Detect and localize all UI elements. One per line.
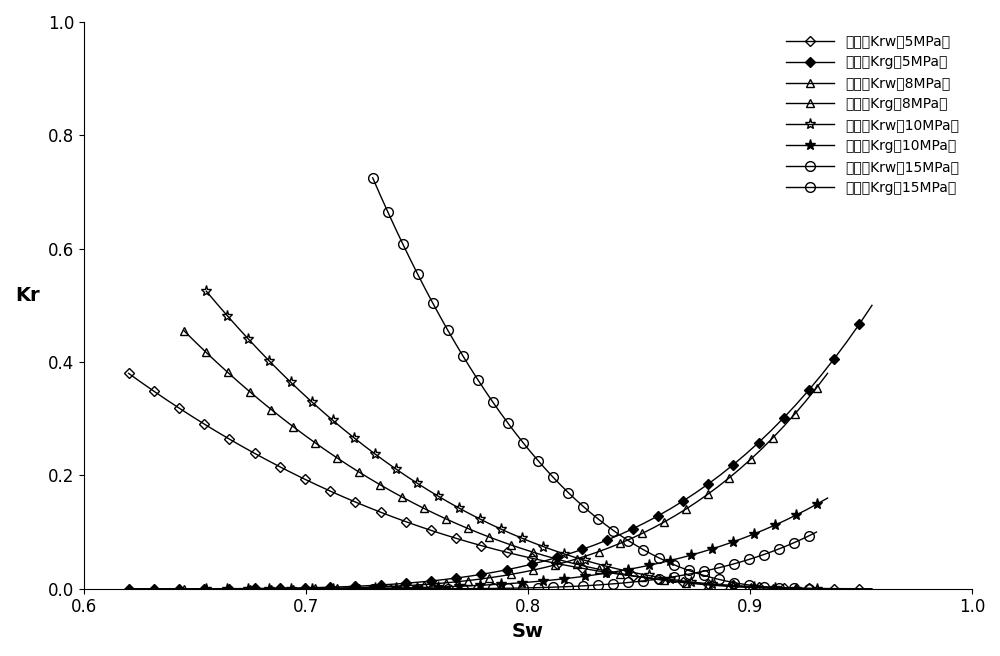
计算値Krg（5MPa）	[337, 583, 349, 590]
计算値Krw（15MPa）	[810, 584, 822, 592]
Line: 计算値Krg（15MPa）: 计算値Krg（15MPa）	[368, 527, 821, 594]
计算値Krw（8MPa）	[822, 584, 834, 592]
计算値Krw（5MPa）	[337, 493, 349, 501]
计算値Krg（8MPa）	[287, 584, 299, 592]
计算値Krg（5MPa）	[362, 582, 374, 590]
计算値Krg（10MPa）	[306, 584, 318, 592]
Line: 计算値Krw（15MPa）: 计算値Krw（15MPa）	[368, 173, 821, 594]
计算値Krg（15MPa）	[645, 576, 657, 584]
计算値Krg（8MPa）	[396, 582, 408, 590]
计算値Krg（8MPa）	[342, 584, 354, 592]
计算値Krg（8MPa）	[822, 369, 834, 377]
Line: 计算値Krw（5MPa）: 计算値Krw（5MPa）	[125, 370, 875, 592]
计算値Krw（8MPa）	[287, 422, 299, 430]
计算値Krw（15MPa）	[645, 550, 657, 558]
计算値Krg（15MPa）	[510, 584, 522, 592]
Line: 计算値Krw（8MPa）: 计算値Krw（8MPa）	[180, 327, 832, 593]
计算値Krg（8MPa）	[178, 584, 190, 592]
计算値Krg（5MPa）	[589, 541, 601, 549]
计算値Krg（15MPa）	[367, 584, 379, 592]
计算値Krg（15MPa）	[810, 528, 822, 536]
计算値Krw（10MPa）	[590, 560, 602, 567]
Line: 计算値Krg（8MPa）: 计算値Krg（8MPa）	[180, 369, 832, 593]
计算値Krw（15MPa）	[442, 327, 454, 335]
计算値Krg（5MPa）	[312, 584, 324, 592]
计算値Krw（15MPa）	[517, 439, 529, 447]
计算値Krw（8MPa）	[364, 474, 376, 482]
X-axis label: Sw: Sw	[512, 622, 544, 641]
Line: 计算値Krg（5MPa）: 计算値Krg（5MPa）	[125, 302, 875, 592]
计算値Krw（10MPa）	[400, 472, 412, 480]
Line: 计算値Krw（10MPa）: 计算値Krw（10MPa）	[201, 285, 833, 594]
计算値Krw（5MPa）	[123, 369, 135, 377]
计算値Krw（10MPa）	[822, 584, 834, 592]
计算値Krg（10MPa）	[200, 584, 212, 592]
计算値Krg（10MPa）	[358, 584, 370, 592]
计算値Krw（5MPa）	[589, 567, 601, 575]
Y-axis label: Kr: Kr	[15, 287, 40, 305]
计算値Krw（10MPa）	[358, 442, 370, 450]
计算値Krg（10MPa）	[400, 584, 412, 592]
计算値Krw（5MPa）	[249, 449, 261, 457]
Legend: 计算値Krw（5MPa）, 计算値Krg（5MPa）, 计算値Krw（8MPa）, 计算値Krg（8MPa）, 计算値Krw（10MPa）, 计算値Krg（10: 计算値Krw（5MPa）, 计算値Krg（5MPa）, 计算値Krw（8MPa）…	[780, 29, 965, 201]
计算値Krw（8MPa）	[582, 563, 594, 571]
计算値Krg（15MPa）	[480, 584, 492, 592]
计算値Krw（15MPa）	[367, 174, 379, 182]
计算値Krw（10MPa）	[306, 398, 318, 405]
计算値Krg（8MPa）	[385, 583, 397, 590]
计算値Krw（10MPa）	[411, 479, 423, 487]
计算値Krg（15MPa）	[517, 584, 529, 592]
计算値Krw（5MPa）	[375, 508, 387, 516]
计算値Krg（5MPa）	[123, 584, 135, 592]
计算値Krw（5MPa）	[312, 482, 324, 489]
计算値Krg（10MPa）	[822, 494, 834, 502]
计算値Krg（8MPa）	[364, 583, 376, 591]
Line: 计算値Krg（10MPa）: 计算値Krg（10MPa）	[201, 493, 833, 594]
计算値Krg（5MPa）	[866, 301, 878, 309]
计算値Krg（10MPa）	[590, 571, 602, 579]
计算値Krw（10MPa）	[200, 287, 212, 295]
计算値Krw（8MPa）	[385, 487, 397, 495]
计算値Krw（15MPa）	[495, 409, 507, 417]
计算値Krg（15MPa）	[442, 584, 454, 592]
计算値Krg（5MPa）	[249, 584, 261, 592]
计算値Krg（5MPa）	[375, 581, 387, 589]
计算値Krw（15MPa）	[510, 429, 522, 437]
计算値Krw（5MPa）	[866, 584, 878, 592]
计算値Krg（10MPa）	[411, 584, 423, 592]
计算値Krw（15MPa）	[480, 388, 492, 396]
计算値Krg（10MPa）	[379, 584, 391, 592]
计算値Krw（10MPa）	[379, 458, 391, 466]
计算値Krw（8MPa）	[178, 327, 190, 335]
计算値Krg（8MPa）	[582, 552, 594, 560]
计算値Krw（8MPa）	[396, 493, 408, 501]
计算値Krg（15MPa）	[495, 584, 507, 592]
计算値Krw（5MPa）	[362, 503, 374, 511]
计算値Krw（8MPa）	[342, 461, 354, 469]
